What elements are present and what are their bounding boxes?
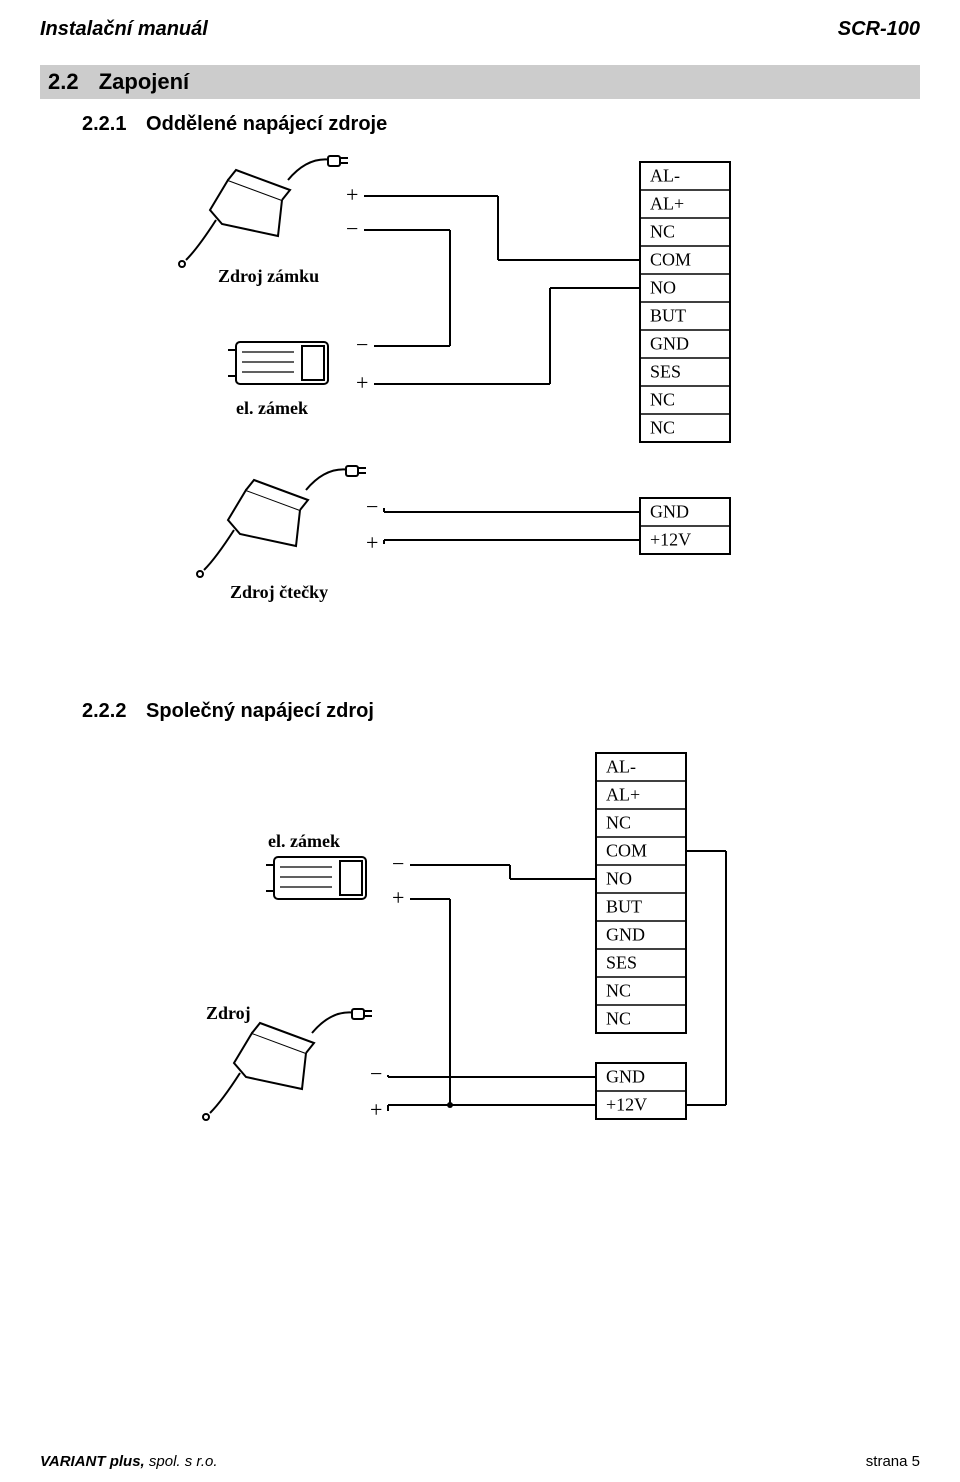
svg-text:AL+: AL+	[606, 785, 640, 805]
header-right: SCR-100	[838, 18, 920, 41]
svg-text:SES: SES	[606, 953, 637, 973]
subsection-1-number: 2.2.1	[82, 113, 126, 135]
svg-text:NC: NC	[606, 981, 631, 1001]
svg-text:AL+: AL+	[650, 194, 684, 214]
svg-text:COM: COM	[650, 250, 691, 270]
page-header: Instalační manuál SCR-100	[40, 18, 920, 59]
svg-text:NC: NC	[650, 390, 675, 410]
wiring-diagram-2: AL- AL+ NC COM NO BUT GND SES NC NC GND +12V el. zám…	[150, 733, 810, 1233]
page-footer: VARIANT plus, spol. s r.o. strana 5	[40, 1453, 920, 1470]
svg-text:el. zámek: el. zámek	[236, 398, 308, 418]
svg-text:+12V: +12V	[606, 1095, 647, 1115]
svg-text:−: −	[366, 494, 378, 519]
section-title: Zapojení	[99, 69, 189, 94]
subsection-2-number: 2.2.2	[82, 700, 126, 722]
svg-text:GND: GND	[650, 334, 689, 354]
header-left: Instalační manuál	[40, 18, 208, 41]
svg-text:GND: GND	[606, 1067, 645, 1087]
page: Instalační manuál SCR-100 2.2 Zapojení 2…	[0, 0, 960, 1482]
svg-text:NC: NC	[606, 813, 631, 833]
svg-text:Zdroj čtečky: Zdroj čtečky	[230, 582, 328, 602]
svg-text:SES: SES	[650, 362, 681, 382]
svg-text:−: −	[392, 851, 404, 876]
svg-text:+: +	[346, 182, 358, 207]
svg-text:Zdroj: Zdroj	[206, 1003, 251, 1023]
svg-text:−: −	[370, 1061, 382, 1086]
svg-text:NC: NC	[650, 222, 675, 242]
subsection-1-heading: 2.2.1 Oddělené napájecí zdroje	[40, 99, 920, 146]
subsection-1-title: Oddělené napájecí zdroje	[146, 113, 387, 135]
footer-company: VARIANT plus, spol. s r.o.	[40, 1453, 218, 1470]
svg-text:+: +	[392, 885, 404, 910]
svg-text:AL-: AL-	[606, 757, 636, 777]
footer-company-rest: spol. s r.o.	[145, 1453, 218, 1470]
section-heading: 2.2 Zapojení	[40, 65, 920, 99]
wiring-diagram-1: AL- AL+ NC COM NO BUT GND SES NC NC GND +12V Zdroj z…	[150, 146, 810, 666]
svg-text:−: −	[346, 216, 358, 241]
svg-text:+12V: +12V	[650, 530, 691, 550]
svg-text:NC: NC	[606, 1009, 631, 1029]
svg-text:Zdroj zámku: Zdroj zámku	[218, 266, 319, 286]
svg-text:NO: NO	[606, 869, 632, 889]
subsection-2-title: Společný napájecí zdroj	[146, 700, 374, 722]
section-number: 2.2	[48, 69, 79, 94]
svg-text:COM: COM	[606, 841, 647, 861]
footer-company-bold: VARIANT plus,	[40, 1453, 145, 1470]
footer-page-number: strana 5	[866, 1453, 920, 1470]
svg-text:el. zámek: el. zámek	[268, 831, 340, 851]
svg-text:NC: NC	[650, 418, 675, 438]
svg-text:+: +	[366, 530, 378, 555]
svg-text:+: +	[370, 1097, 382, 1122]
svg-text:AL-: AL-	[650, 166, 680, 186]
subsection-2-heading: 2.2.2 Společný napájecí zdroj	[40, 686, 920, 733]
svg-text:NO: NO	[650, 278, 676, 298]
svg-text:GND: GND	[606, 925, 645, 945]
svg-text:GND: GND	[650, 502, 689, 522]
svg-text:BUT: BUT	[650, 306, 686, 326]
svg-text:−: −	[356, 332, 368, 357]
svg-text:BUT: BUT	[606, 897, 642, 917]
svg-text:+: +	[356, 370, 368, 395]
